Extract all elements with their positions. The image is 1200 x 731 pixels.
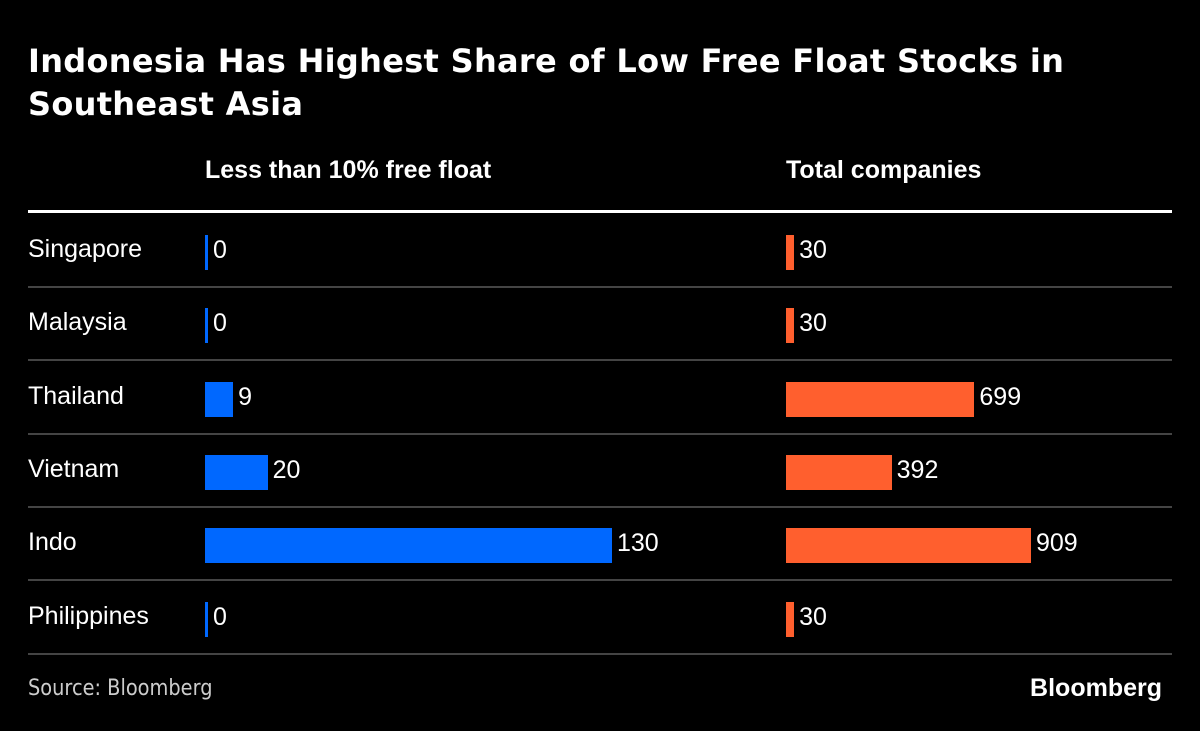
bar-total-companies [786, 528, 1031, 564]
value-label-total-companies: 392 [896, 455, 939, 484]
table-row: Indo 130 909 [0, 508, 1200, 582]
value-label-low-free-float: 0 [213, 309, 227, 338]
row-divider [28, 432, 1172, 435]
table-row: Thailand 9 699 [0, 362, 1200, 435]
bar-low-free-float [205, 601, 208, 637]
value-label-total-companies: 30 [799, 236, 827, 264]
value-label-low-free-float: 20 [272, 455, 301, 484]
value-label-low-free-float: 130 [617, 529, 659, 558]
table-row: Singapore 0 30 [0, 215, 1200, 288]
row-divider [28, 286, 1172, 288]
bloomberg-logo: Bloomberg [1030, 674, 1162, 702]
country-label: Malaysia [28, 308, 127, 337]
value-label-low-free-float: 9 [238, 382, 253, 411]
bar-low-free-float [205, 528, 612, 564]
row-divider [28, 359, 1172, 362]
source-note: Source: Bloomberg [28, 676, 213, 701]
country-label: Singapore [28, 235, 142, 263]
row-divider [28, 579, 1172, 582]
column-header-low-free-float: Less than 10% free float [205, 156, 492, 184]
country-label: Indo [28, 528, 77, 557]
table-row: Philippines 0 30 [0, 582, 1200, 655]
table-row: Vietnam 20 392 [0, 435, 1200, 508]
bar-total-companies [786, 601, 795, 637]
value-label-total-companies: 30 [799, 309, 827, 338]
bar-total-companies [786, 381, 975, 417]
bar-low-free-float [205, 381, 234, 417]
country-label: Philippines [28, 601, 149, 630]
bar-low-free-float [205, 235, 208, 270]
value-label-low-free-float: 0 [213, 236, 227, 264]
bar-total-companies [786, 454, 892, 490]
header-divider [28, 210, 1172, 213]
value-label-total-companies: 30 [799, 602, 827, 631]
bar-low-free-float [205, 308, 208, 344]
row-divider [28, 505, 1172, 508]
column-header-total-companies: Total companies [786, 156, 982, 184]
value-label-total-companies: 699 [979, 382, 1022, 411]
country-label: Thailand [28, 381, 124, 410]
table-row: Malaysia 0 30 [0, 288, 1200, 362]
row-divider [28, 652, 1172, 655]
value-label-total-companies: 909 [1036, 529, 1078, 558]
bar-total-companies [786, 235, 795, 270]
value-label-low-free-float: 0 [213, 602, 227, 631]
country-label: Vietnam [28, 454, 120, 483]
chart-title: Indonesia Has Highest Share of Low Free … [28, 42, 1065, 123]
bar-total-companies [786, 308, 795, 344]
bar-low-free-float [205, 454, 268, 490]
